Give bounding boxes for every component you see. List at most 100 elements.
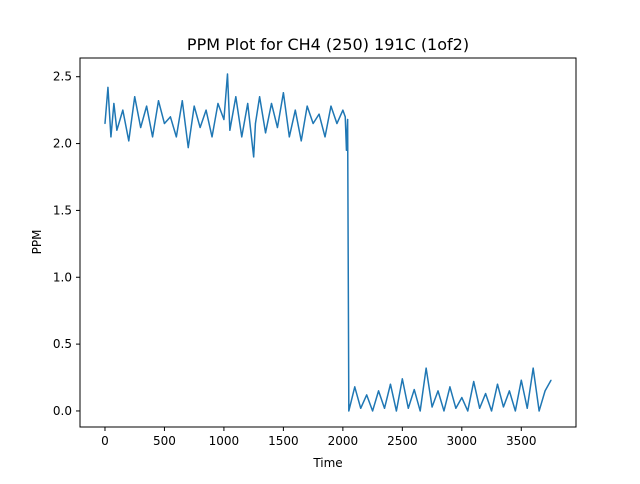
data-point (344, 116, 346, 118)
data-point (354, 386, 356, 388)
data-point (467, 410, 469, 412)
data-point (395, 410, 397, 412)
data-point (401, 378, 403, 380)
data-point (259, 96, 261, 98)
data-point (254, 122, 257, 125)
plot-area-frame (79, 57, 577, 428)
data-point (282, 92, 284, 94)
data-point (318, 113, 320, 115)
x-tick-label: 3000 (447, 434, 478, 448)
data-point (377, 390, 380, 392)
x-axis-label: Time (312, 456, 342, 470)
data-point (455, 407, 457, 409)
chart-title: PPM Plot for CH4 (250) 191C (1of2) (187, 35, 469, 54)
data-point (217, 102, 219, 105)
y-tick-label: 1.0 (53, 270, 72, 284)
data-point (360, 407, 362, 409)
data-point (496, 383, 499, 385)
data-point (449, 386, 451, 388)
data-point (425, 367, 427, 369)
data-point (205, 109, 207, 111)
data-point (312, 122, 314, 125)
y-tick-label: 0.5 (53, 337, 72, 351)
data-point (366, 394, 368, 396)
data-point (157, 100, 160, 102)
series-line (104, 73, 552, 412)
data-point (276, 126, 279, 129)
y-tick-label: 0.0 (53, 404, 72, 418)
data-point (437, 390, 439, 392)
data-point (113, 102, 115, 105)
data-point (347, 118, 349, 121)
data-point (187, 146, 189, 149)
data-point (199, 126, 201, 129)
data-point (532, 367, 534, 369)
data-point (485, 392, 487, 395)
y-tick-label: 2.0 (53, 137, 72, 151)
data-point (229, 129, 231, 131)
data-point (419, 410, 421, 412)
data-point (104, 122, 106, 125)
data-point (520, 379, 522, 381)
y-tick-label: 2.5 (53, 70, 72, 84)
data-point (294, 109, 296, 111)
data-point (383, 407, 386, 409)
data-point (443, 410, 445, 412)
data-point (226, 73, 229, 75)
line-series (104, 73, 552, 412)
data-point (526, 407, 528, 409)
data-point (175, 136, 177, 138)
data-point (264, 132, 267, 134)
x-tick-label: 0 (101, 434, 109, 448)
x-tick-label: 2500 (387, 434, 418, 448)
data-point (288, 136, 290, 138)
y-tick-label: 1.5 (53, 203, 72, 217)
data-point (134, 96, 136, 98)
data-point (211, 136, 213, 138)
data-point (514, 410, 516, 412)
data-point (342, 109, 344, 111)
data-point (151, 136, 154, 138)
data-point (502, 406, 505, 408)
data-point (508, 390, 510, 392)
x-tick-label: 2000 (328, 434, 359, 448)
data-point (431, 406, 433, 408)
data-point (336, 122, 338, 125)
x-tick-label: 500 (153, 434, 176, 448)
x-tick-label: 1500 (268, 434, 299, 448)
x-tick-label: 3500 (506, 434, 537, 448)
data-point (169, 116, 171, 118)
data-point (223, 118, 225, 121)
data-point (300, 140, 302, 142)
data-point (413, 388, 415, 391)
data-point (110, 136, 112, 138)
data-point (247, 102, 249, 105)
data-point (348, 410, 350, 412)
data-point (479, 407, 481, 409)
data-point (345, 149, 348, 151)
x-tick-label: 1000 (209, 434, 240, 448)
data-point (550, 379, 552, 381)
data-point (306, 105, 308, 107)
data-point (163, 122, 166, 125)
axis-ticks: 0 500 1000 1500 2000 2500 3000 3500 0.0 0.5 1.0 1.5… (53, 70, 537, 448)
data-point (122, 109, 124, 111)
data-point (107, 86, 109, 89)
data-point (461, 396, 463, 399)
data-point (538, 410, 540, 412)
data-point (253, 156, 255, 158)
data-point (235, 96, 237, 98)
series-layer (104, 73, 552, 412)
data-point (372, 410, 374, 412)
data-point (473, 380, 475, 383)
data-point (407, 407, 409, 409)
data-point (544, 390, 546, 392)
data-point (324, 136, 326, 138)
data-point (270, 102, 273, 105)
data-point (116, 129, 118, 131)
y-axis-label: PPM (30, 230, 44, 255)
data-point (146, 105, 148, 107)
data-point (389, 383, 392, 385)
